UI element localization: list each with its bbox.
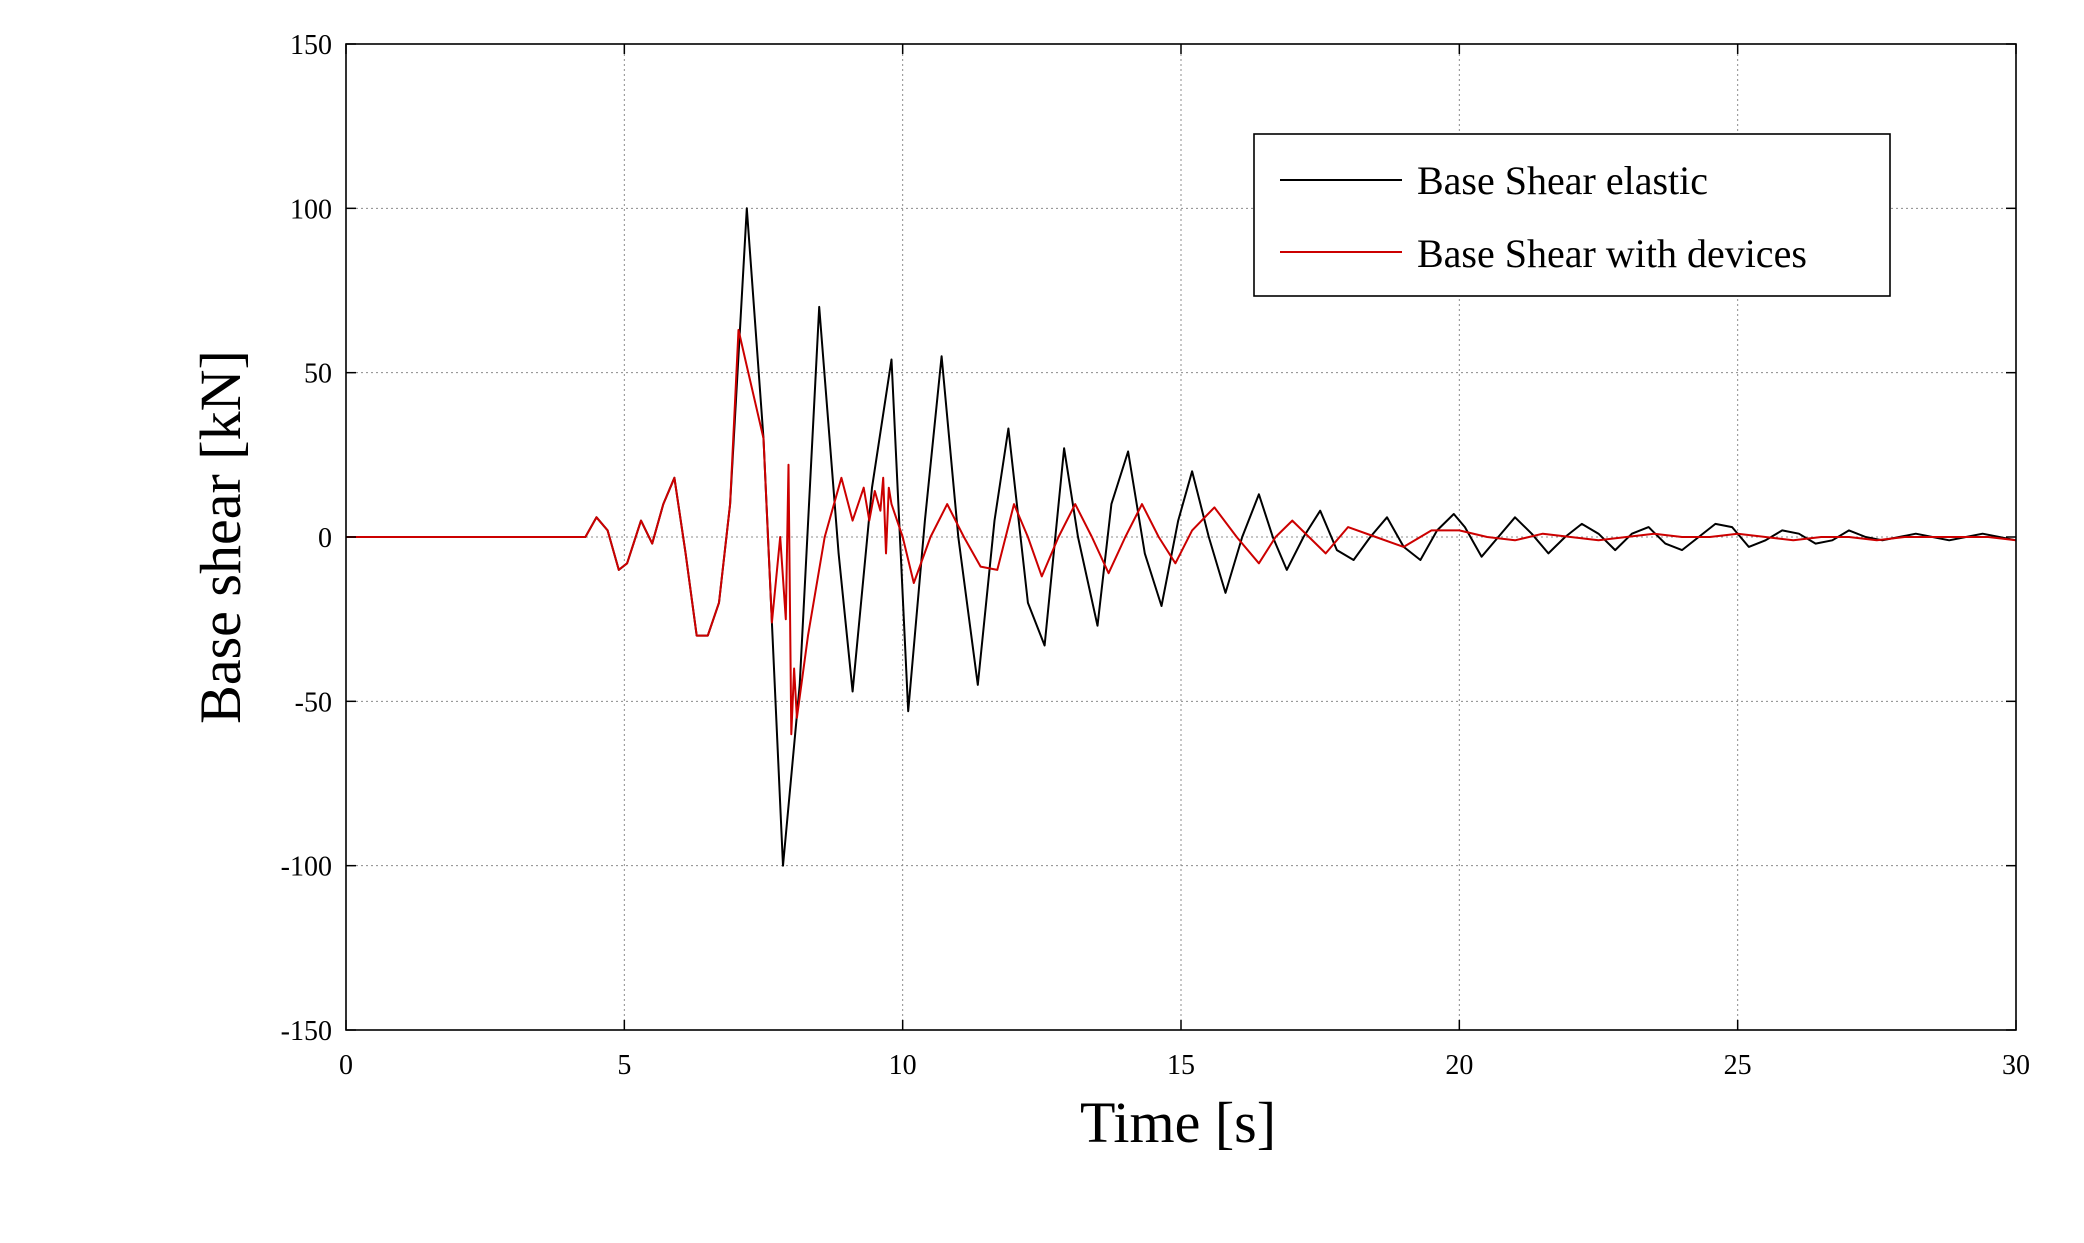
x-tick-label: 30 — [2002, 1050, 2030, 1081]
y-tick-label: 100 — [290, 194, 332, 225]
series-layer — [346, 207, 2017, 867]
y-tick-label: -50 — [295, 687, 332, 718]
legend-label-elastic: Base Shear elastic — [1417, 158, 1708, 203]
x-tick-label: 25 — [1724, 1050, 1752, 1081]
y-tick-label: -100 — [281, 852, 332, 883]
y-tick-label: 0 — [318, 523, 332, 554]
x-tick-label: 10 — [889, 1050, 917, 1081]
legend: Base Shear elastic Base Shear with devic… — [1253, 133, 1891, 297]
grid-lines — [346, 44, 2016, 1030]
x-tick-label: 20 — [1445, 1050, 1473, 1081]
y-tick-label: -150 — [281, 1016, 332, 1047]
legend-label-devices: Base Shear with devices — [1417, 231, 1807, 276]
series-line-devices — [346, 328, 2017, 736]
legend-box — [1253, 133, 1891, 297]
x-axis-title: Time [s] — [1080, 1090, 1276, 1155]
x-tick-label: 0 — [339, 1050, 353, 1081]
axis-ticks: 0 5 10 15 20 25 30 -150 -100 -50 0 50 100 150 — [281, 30, 2030, 1081]
y-tick-label: 150 — [290, 30, 332, 61]
x-tick-label: 15 — [1167, 1050, 1195, 1081]
x-tick-label: 5 — [617, 1050, 631, 1081]
y-axis-title: Base shear [kN] — [188, 350, 253, 724]
y-tick-label: 50 — [304, 359, 332, 390]
